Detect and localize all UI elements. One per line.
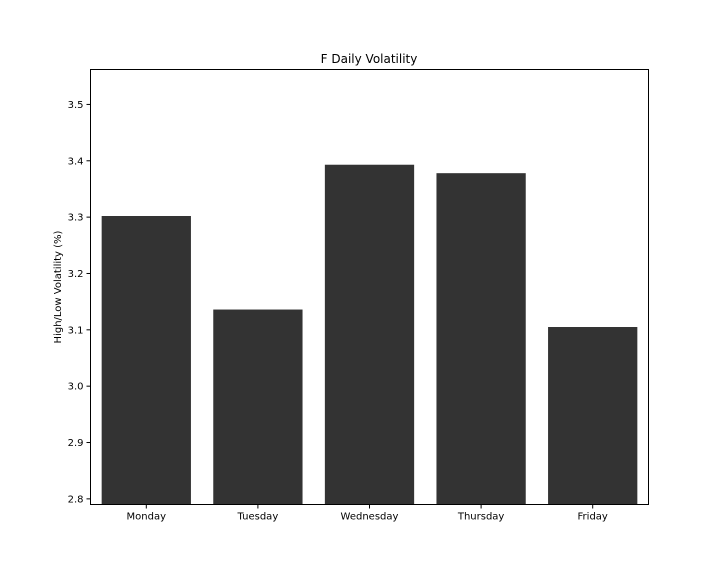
y-tick-label: 3.5: [68, 100, 84, 111]
x-tick-label: Wednesday: [341, 512, 399, 523]
bar-tuesday: [213, 309, 303, 505]
plot-frame: [90, 69, 649, 505]
y-ticks-group: 2.8 2.9 3.0 3.1 3.2 3.3 3.4 3.5: [68, 100, 91, 505]
x-tick-label: Friday: [578, 512, 608, 523]
y-tick-label: 2.8: [68, 494, 84, 505]
x-tick-label: Thursday: [457, 512, 505, 523]
bar-friday: [548, 327, 638, 505]
bar-monday: [101, 216, 191, 505]
bars-group: [101, 164, 638, 505]
chart-title: F Daily Volatility: [321, 52, 418, 66]
x-ticks-group: Monday Tuesday Wednesday Thursday Friday: [127, 504, 608, 523]
x-tick-label: Tuesday: [237, 512, 279, 523]
y-tick-label: 2.9: [68, 438, 84, 449]
y-tick-label: 3.3: [68, 213, 84, 224]
y-tick-label: 3.1: [68, 325, 84, 336]
x-tick-label: Monday: [127, 512, 167, 523]
y-tick-label: 3.0: [68, 382, 84, 393]
y-tick-label: 3.2: [68, 269, 84, 280]
y-tick-label: 3.4: [68, 156, 84, 167]
y-axis-label: High/Low Volatility (%): [53, 230, 64, 343]
bar-thursday: [436, 173, 526, 505]
bar-wednesday: [324, 164, 415, 505]
